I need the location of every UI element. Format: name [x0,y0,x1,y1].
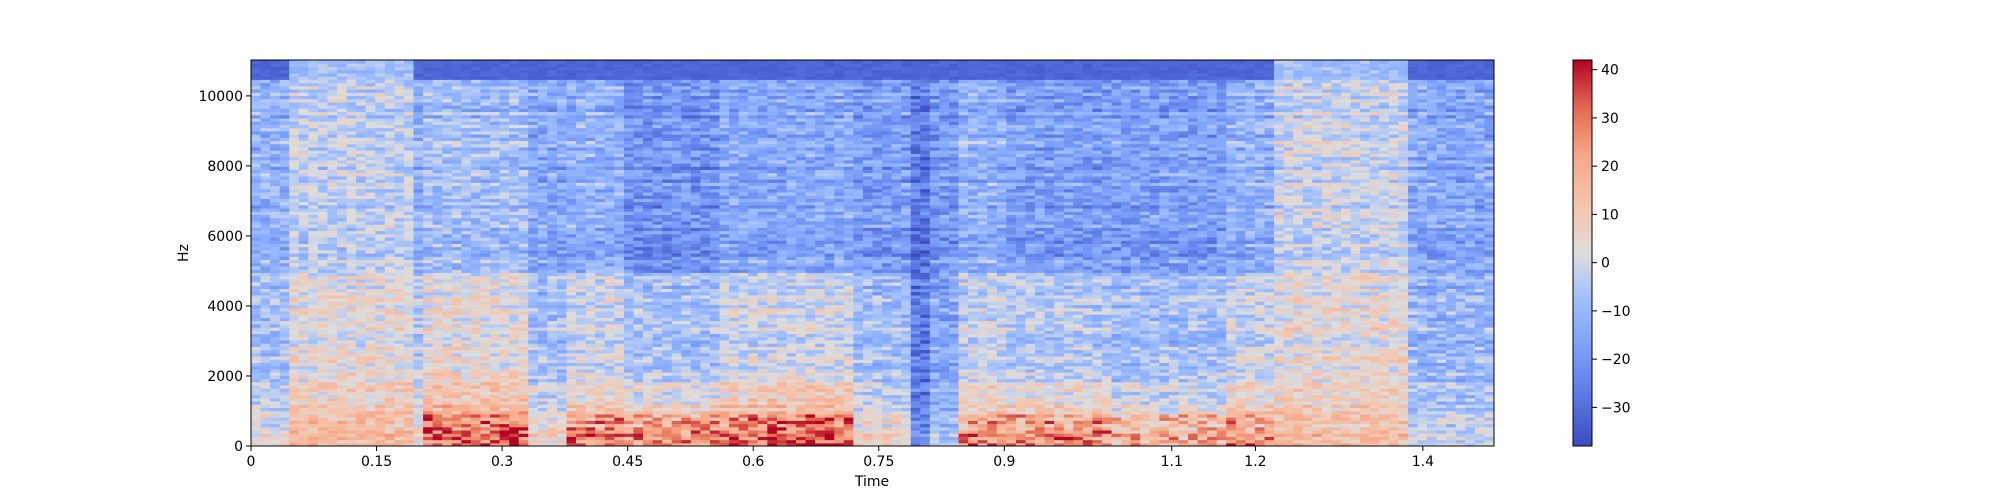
spectrogram-heatmap [251,60,1495,447]
heatmap-cell [280,60,290,64]
heatmap-column [633,60,643,447]
heatmap-cell [251,60,261,64]
heatmap-column [433,60,443,447]
heatmap-cell [614,60,624,64]
heatmap-column [509,60,519,447]
heatmap-cell [480,60,490,64]
heatmap-cell [595,60,605,64]
heatmap-column [337,60,347,447]
heatmap-column [547,60,557,447]
heatmap-cell [567,60,577,64]
heatmap-cell [375,60,385,64]
heatmap-column [289,60,299,447]
heatmap-cell [509,60,519,64]
heatmap-column [624,60,634,447]
heatmap-cell [461,60,471,64]
heatmap-cell [433,60,443,64]
heatmap-column [452,60,462,447]
heatmap-cell [452,60,462,64]
heatmap-cell [327,60,337,64]
heatmap-column [576,60,586,447]
heatmap-cell [318,60,328,64]
heatmap-cell [547,60,557,64]
heatmap-cell [385,60,395,64]
heatmap-column [490,60,500,447]
heatmap-column [595,60,605,447]
heatmap-column [394,60,404,447]
heatmap-cell [528,60,538,64]
heatmap-column [538,60,548,447]
heatmap-cell [605,60,615,64]
heatmap-cell [270,60,280,64]
heatmap-cell [442,60,452,64]
heatmap-column [385,60,395,447]
heatmap-column [442,60,452,447]
heatmap-column [500,60,510,447]
heatmap-cell [586,60,596,64]
heatmap-cell [347,60,357,64]
heatmap-column [356,60,366,447]
heatmap-cell [308,60,318,64]
heatmap-cell [624,60,634,64]
heatmap-cell [289,60,299,64]
heatmap-cell [404,60,414,64]
heatmap-cell [366,60,376,64]
heatmap-column [461,60,471,447]
heatmap-column [280,60,290,447]
heatmap-column [557,60,567,447]
heatmap-cell [538,60,548,64]
heatmap-column [614,60,624,447]
heatmap-column [347,60,357,447]
heatmap-cell [394,60,404,64]
heatmap-column [605,60,615,447]
heatmap-cell [299,60,309,64]
heatmap-column [528,60,538,447]
heatmap-column [414,60,424,447]
heatmap-column [366,60,376,447]
heatmap-cell [576,60,586,64]
heatmap-cell [633,60,643,64]
heatmap-column [261,60,271,447]
heatmap-column [586,60,596,447]
heatmap-cell [519,60,529,64]
heatmap-cell [356,60,366,64]
heatmap-column [299,60,309,447]
heatmap-cell [490,60,500,64]
heatmap-cell [423,60,433,64]
heatmap-column [308,60,318,447]
heatmap-cell [500,60,510,64]
heatmap-column [251,60,261,447]
heatmap-column [270,60,280,447]
heatmap-column [519,60,529,447]
heatmap-column [480,60,490,447]
heatmap-cell [414,60,424,64]
heatmap-cell [261,60,271,64]
heatmap-column [567,60,577,447]
heatmap-column [404,60,414,447]
heatmap-cell [557,60,567,64]
heatmap-column [423,60,433,447]
heatmap-column [471,60,481,447]
heatmap-cell [471,60,481,64]
heatmap-cell [337,60,347,64]
heatmap-column [318,60,328,447]
heatmap-column [327,60,337,447]
heatmap-column [643,60,653,447]
heatmap-column [375,60,385,447]
